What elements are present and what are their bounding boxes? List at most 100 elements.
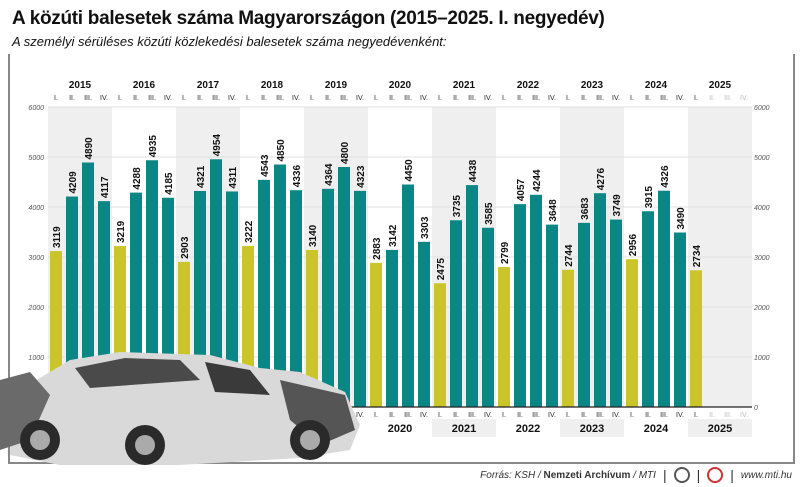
bar xyxy=(626,259,638,407)
bar xyxy=(482,227,494,407)
source-text: Forrás: KSH / Nemzeti Archívum / MTI xyxy=(480,470,656,481)
year-label-top: 2018 xyxy=(261,80,284,91)
data-label: 4935 xyxy=(148,135,159,158)
bar xyxy=(258,179,270,407)
data-label: 2956 xyxy=(628,234,639,257)
data-label: 2903 xyxy=(180,236,191,259)
data-label: 4954 xyxy=(212,134,223,157)
year-band-bottom xyxy=(560,419,624,437)
bar xyxy=(370,262,382,407)
quarter-label-bottom: IV. xyxy=(676,412,684,419)
data-label: 3648 xyxy=(548,199,559,222)
data-label: 4450 xyxy=(404,159,415,182)
quarter-label-top: I. xyxy=(54,95,58,102)
bar xyxy=(290,190,302,407)
data-label: 4288 xyxy=(132,167,143,190)
wheel-rim xyxy=(300,430,320,450)
quarter-label-top: IV. xyxy=(548,95,556,102)
bar xyxy=(562,269,574,407)
data-label: 2744 xyxy=(564,244,575,267)
bar xyxy=(546,224,558,407)
wheel-rim xyxy=(135,435,155,455)
bar xyxy=(610,219,622,407)
year-label-top: 2020 xyxy=(389,80,412,91)
data-label: 3219 xyxy=(116,220,127,243)
quarter-label-bottom: I. xyxy=(374,412,378,419)
bar xyxy=(514,204,526,407)
wreck-rear xyxy=(280,380,355,445)
bar xyxy=(578,222,590,407)
quarter-label-top: I. xyxy=(374,95,378,102)
data-label: 4364 xyxy=(324,163,335,186)
data-label: 4800 xyxy=(340,141,351,164)
bar xyxy=(194,190,206,407)
year-label-bottom: 2024 xyxy=(644,423,669,435)
year-band-bottom xyxy=(688,419,752,437)
quarter-label-top: IV. xyxy=(676,95,684,102)
bar xyxy=(466,185,478,407)
quarter-label-bottom: III. xyxy=(660,412,668,419)
data-label: 4438 xyxy=(468,159,479,182)
year-label-bottom: 2023 xyxy=(580,423,604,435)
quarter-label-bottom: II. xyxy=(389,412,395,419)
year-band-bottom xyxy=(432,419,496,437)
quarter-label-top: I. xyxy=(630,95,634,102)
bar xyxy=(434,283,446,407)
data-label: 4321 xyxy=(196,165,207,188)
quarter-label-bottom: I. xyxy=(694,412,698,419)
y-tick-right: 0 xyxy=(754,405,758,412)
year-label-top: 2019 xyxy=(325,80,348,91)
bar xyxy=(226,191,238,407)
frame xyxy=(8,54,795,464)
quarter-label-bottom: III. xyxy=(404,412,412,419)
bar xyxy=(642,211,654,407)
year-label-bottom: 2020 xyxy=(388,423,412,435)
quarter-label-top: I. xyxy=(246,95,250,102)
quarter-label-top: I. xyxy=(566,95,570,102)
bar xyxy=(146,160,158,407)
quarter-label-bottom: IV. xyxy=(612,412,620,419)
quarter-label-top: I. xyxy=(182,95,186,102)
bar xyxy=(674,232,686,407)
year-label-bottom: 2021 xyxy=(452,423,476,435)
data-label: 4850 xyxy=(276,139,287,162)
quarter-label-top: IV. xyxy=(356,95,364,102)
data-label: 4117 xyxy=(100,176,111,198)
y-tick-left: 6000 xyxy=(28,105,44,112)
bar xyxy=(402,184,414,407)
data-label: 3735 xyxy=(452,195,463,218)
bar xyxy=(658,190,670,407)
data-label: 3585 xyxy=(484,202,495,225)
quarter-label-top: I. xyxy=(438,95,442,102)
data-label: 3140 xyxy=(308,224,319,247)
quarter-label-top: III. xyxy=(404,95,412,102)
quarter-label-top: IV. xyxy=(100,95,108,102)
y-tick-left: 4000 xyxy=(28,205,44,212)
quarter-label-bottom: II. xyxy=(645,412,651,419)
y-tick-left: 2000 xyxy=(27,305,44,312)
quarter-label-top: II. xyxy=(517,95,523,102)
data-label: 2475 xyxy=(436,258,447,281)
year-label-top: 2024 xyxy=(645,80,668,91)
bar xyxy=(306,250,318,407)
quarter-label-top: II. xyxy=(453,95,459,102)
divider: | xyxy=(730,467,734,483)
quarter-label-bottom: III. xyxy=(468,412,476,419)
quarter-label-top: II. xyxy=(133,95,139,102)
data-label: 2734 xyxy=(692,245,703,268)
bar xyxy=(594,193,606,407)
quarter-label-top: IV. xyxy=(484,95,492,102)
y-tick-right: 3000 xyxy=(754,255,770,262)
wreck-front xyxy=(0,372,50,450)
page-subtitle: A személyi sérüléses közúti közlekedési … xyxy=(12,34,447,49)
data-label: 3119 xyxy=(52,226,63,248)
data-label: 2883 xyxy=(372,237,383,260)
quarter-label-top: I. xyxy=(502,95,506,102)
y-tick-right: 4000 xyxy=(754,205,770,212)
website-link[interactable]: www.mti.hu xyxy=(740,469,792,481)
quarter-label-top: III. xyxy=(724,95,732,102)
car-window xyxy=(205,362,270,395)
data-label: 4185 xyxy=(164,172,175,195)
data-label: 3142 xyxy=(388,224,399,247)
